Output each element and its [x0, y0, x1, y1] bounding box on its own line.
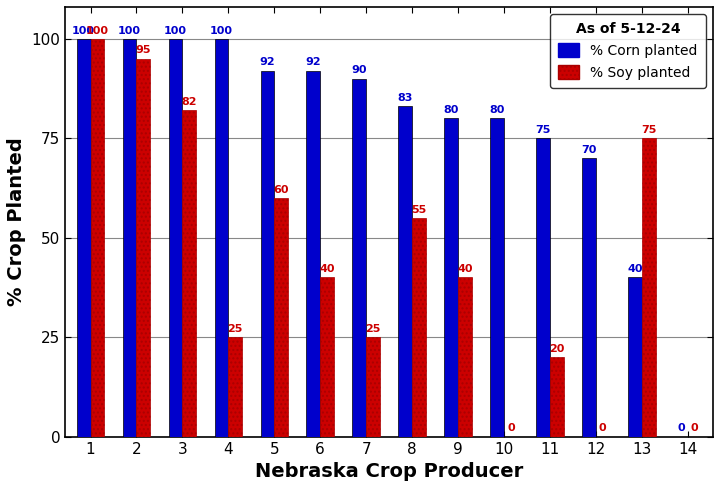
X-axis label: Nebraska Crop Producer: Nebraska Crop Producer: [255, 462, 523, 481]
Bar: [215, 39, 228, 437]
Text: 70: 70: [581, 145, 597, 155]
Text: 92: 92: [305, 58, 321, 67]
Bar: [137, 59, 150, 437]
Bar: [274, 198, 288, 437]
Text: 75: 75: [641, 125, 657, 135]
Text: 100: 100: [164, 25, 187, 36]
Text: 0: 0: [691, 424, 698, 433]
Text: 100: 100: [86, 25, 109, 36]
Y-axis label: % Crop Planted: % Crop Planted: [7, 138, 26, 306]
Text: 0: 0: [677, 424, 685, 433]
Bar: [320, 278, 334, 437]
Text: 0: 0: [599, 424, 607, 433]
Bar: [366, 337, 380, 437]
Bar: [444, 119, 458, 437]
Bar: [91, 39, 104, 437]
Text: 40: 40: [320, 264, 335, 274]
Bar: [398, 106, 412, 437]
Bar: [352, 79, 366, 437]
Bar: [168, 39, 182, 437]
Text: 40: 40: [457, 264, 473, 274]
Text: 82: 82: [181, 97, 197, 107]
Text: 80: 80: [490, 105, 505, 115]
Bar: [182, 110, 196, 437]
Bar: [536, 138, 550, 437]
Text: 100: 100: [118, 25, 141, 36]
Bar: [642, 138, 656, 437]
Text: 92: 92: [260, 58, 275, 67]
Text: 80: 80: [444, 105, 459, 115]
Legend: % Corn planted, % Soy planted: % Corn planted, % Soy planted: [550, 14, 706, 88]
Bar: [550, 357, 564, 437]
Bar: [77, 39, 91, 437]
Bar: [458, 278, 472, 437]
Text: 60: 60: [274, 185, 289, 195]
Bar: [122, 39, 137, 437]
Text: 25: 25: [365, 324, 381, 334]
Text: 100: 100: [72, 25, 95, 36]
Text: 20: 20: [549, 344, 564, 354]
Bar: [628, 278, 642, 437]
Text: 83: 83: [397, 93, 413, 103]
Text: 100: 100: [210, 25, 233, 36]
Text: 95: 95: [135, 45, 151, 56]
Bar: [261, 71, 274, 437]
Bar: [582, 158, 596, 437]
Text: 25: 25: [228, 324, 243, 334]
Text: 55: 55: [411, 204, 427, 215]
Bar: [490, 119, 504, 437]
Text: 90: 90: [351, 65, 367, 75]
Text: 0: 0: [507, 424, 515, 433]
Text: 40: 40: [627, 264, 643, 274]
Text: 75: 75: [536, 125, 551, 135]
Bar: [307, 71, 320, 437]
Bar: [228, 337, 242, 437]
Bar: [412, 218, 426, 437]
